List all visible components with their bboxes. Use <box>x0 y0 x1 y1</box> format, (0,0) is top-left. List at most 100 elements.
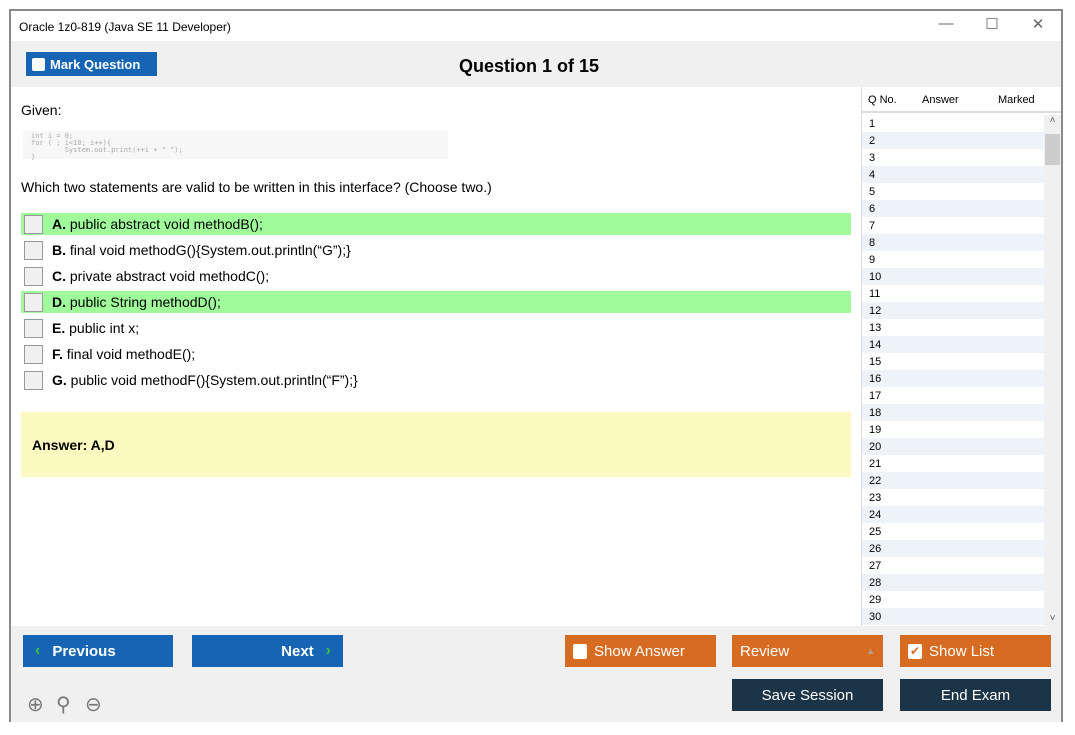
previous-button[interactable]: ‹ Previous <box>23 635 173 667</box>
list-row[interactable]: 24 <box>862 506 1044 523</box>
list-row[interactable]: 3 <box>862 149 1044 166</box>
option-letter: C. <box>52 268 66 284</box>
option-checkbox[interactable] <box>24 240 43 260</box>
window-title: Oracle 1z0-819 (Java SE 11 Developer) <box>19 20 231 34</box>
close-icon[interactable]: ✕ <box>1031 16 1045 33</box>
previous-label: Previous <box>52 642 116 660</box>
scrollbar[interactable]: ˄ ˅ <box>1044 115 1061 626</box>
list-row[interactable]: 2 <box>862 132 1044 149</box>
list-row[interactable]: 13 <box>862 319 1044 336</box>
answer-box: Answer: A,D <box>21 412 851 477</box>
list-row[interactable]: 1 <box>862 115 1044 132</box>
zoom-in-icon[interactable]: ⊕ <box>27 694 44 716</box>
row-number: 20 <box>869 441 882 453</box>
show-list-button[interactable]: ✔ Show List <box>900 635 1051 667</box>
scroll-up-icon[interactable]: ˄ <box>1049 115 1056 126</box>
list-row[interactable]: 16 <box>862 370 1044 387</box>
option-checkbox[interactable] <box>24 214 43 234</box>
list-row[interactable]: 6 <box>862 200 1044 217</box>
list-row[interactable]: 28 <box>862 574 1044 591</box>
row-number: 2 <box>869 135 876 147</box>
zoom-reset-icon[interactable]: ⚲ <box>56 694 71 716</box>
row-number: 6 <box>869 203 876 215</box>
row-number: 21 <box>869 458 882 470</box>
scroll-down-icon[interactable]: ˅ <box>1049 613 1056 624</box>
mark-question-button[interactable]: Mark Question <box>26 52 157 76</box>
option-e[interactable]: E. public int x; <box>21 317 851 339</box>
list-row[interactable]: 25 <box>862 523 1044 540</box>
option-checkbox[interactable] <box>24 266 43 286</box>
row-number: 19 <box>869 424 882 436</box>
option-text: final void methodG(){System.out.println(… <box>69 242 351 258</box>
row-number: 29 <box>869 594 882 606</box>
option-text: public int x; <box>69 320 140 336</box>
list-row[interactable]: 5 <box>862 183 1044 200</box>
option-a[interactable]: A. public abstract void methodB(); <box>21 213 851 235</box>
list-row[interactable]: 18 <box>862 404 1044 421</box>
option-letter: A. <box>52 216 66 232</box>
option-c[interactable]: C. private abstract void methodC(); <box>21 265 851 287</box>
save-session-button[interactable]: Save Session <box>732 679 883 711</box>
row-number: 3 <box>869 152 876 164</box>
list-row[interactable]: 26 <box>862 540 1044 557</box>
row-number: 17 <box>869 390 882 402</box>
list-row[interactable]: 10 <box>862 268 1044 285</box>
list-row[interactable]: 4 <box>862 166 1044 183</box>
option-letter: B. <box>52 242 66 258</box>
question-text: Which two statements are valid to be wri… <box>21 179 492 195</box>
list-row[interactable]: 9 <box>862 251 1044 268</box>
list-row[interactable]: 23 <box>862 489 1044 506</box>
option-checkbox[interactable] <box>24 318 43 338</box>
option-b[interactable]: B. final void methodG(){System.out.print… <box>21 239 851 261</box>
row-number: 1 <box>869 118 876 130</box>
list-row[interactable]: 7 <box>862 217 1044 234</box>
list-row[interactable]: 17 <box>862 387 1044 404</box>
col-marked: Marked <box>998 94 1035 106</box>
list-row[interactable]: 14 <box>862 336 1044 353</box>
option-text: public void methodF(){System.out.println… <box>70 372 358 388</box>
title-bar: Oracle 1z0-819 (Java SE 11 Developer) — … <box>11 11 1061 41</box>
list-row[interactable]: 27 <box>862 557 1044 574</box>
option-text: public String methodD(); <box>69 294 221 310</box>
list-row[interactable]: 11 <box>862 285 1044 302</box>
option-f[interactable]: F. final void methodE(); <box>21 343 851 365</box>
option-letter: D. <box>52 294 66 310</box>
row-number: 5 <box>869 186 876 198</box>
row-number: 7 <box>869 220 876 232</box>
list-row[interactable]: 22 <box>862 472 1044 489</box>
code-image: int i = 0; for ( ; i<10; i++){ System.out… <box>23 131 448 161</box>
row-number: 28 <box>869 577 882 589</box>
list-row[interactable]: 30 <box>862 608 1044 625</box>
show-answer-label: Show Answer <box>594 642 685 660</box>
review-dropdown[interactable]: Review ▲ <box>732 635 883 667</box>
option-checkbox[interactable] <box>24 370 43 390</box>
row-number: 10 <box>869 271 882 283</box>
list-row[interactable]: 20 <box>862 438 1044 455</box>
option-checkbox[interactable] <box>24 292 43 312</box>
footer: ‹ Previous Next › Show Answer Review ▲ ✔ Sho… <box>11 626 1061 722</box>
row-number: 15 <box>869 356 882 368</box>
list-row[interactable]: 21 <box>862 455 1044 472</box>
scrollbar-thumb[interactable] <box>1045 134 1060 165</box>
end-exam-button[interactable]: End Exam <box>900 679 1051 711</box>
row-number: 22 <box>869 475 882 487</box>
option-text: final void methodE(); <box>66 346 196 362</box>
list-row[interactable]: 29 <box>862 591 1044 608</box>
option-g[interactable]: G. public void methodF(){System.out.prin… <box>21 369 851 391</box>
code-line: int i = 0; <box>31 132 74 140</box>
checkbox-icon <box>32 57 45 71</box>
list-row[interactable]: 8 <box>862 234 1044 251</box>
option-checkbox[interactable] <box>24 344 43 364</box>
maximize-icon[interactable]: ☐ <box>985 16 999 33</box>
minimize-icon[interactable]: — <box>938 15 954 32</box>
option-text: private abstract void methodC(); <box>69 268 270 284</box>
option-letter: F. <box>52 346 63 362</box>
zoom-out-icon[interactable]: ⊖ <box>85 694 102 716</box>
next-button[interactable]: Next › <box>192 635 343 667</box>
list-row[interactable]: 15 <box>862 353 1044 370</box>
option-d[interactable]: D. public String methodD(); <box>21 291 851 313</box>
list-row[interactable]: 12 <box>862 302 1044 319</box>
show-answer-button[interactable]: Show Answer <box>565 635 716 667</box>
list-row[interactable]: 19 <box>862 421 1044 438</box>
row-number: 4 <box>869 169 876 181</box>
